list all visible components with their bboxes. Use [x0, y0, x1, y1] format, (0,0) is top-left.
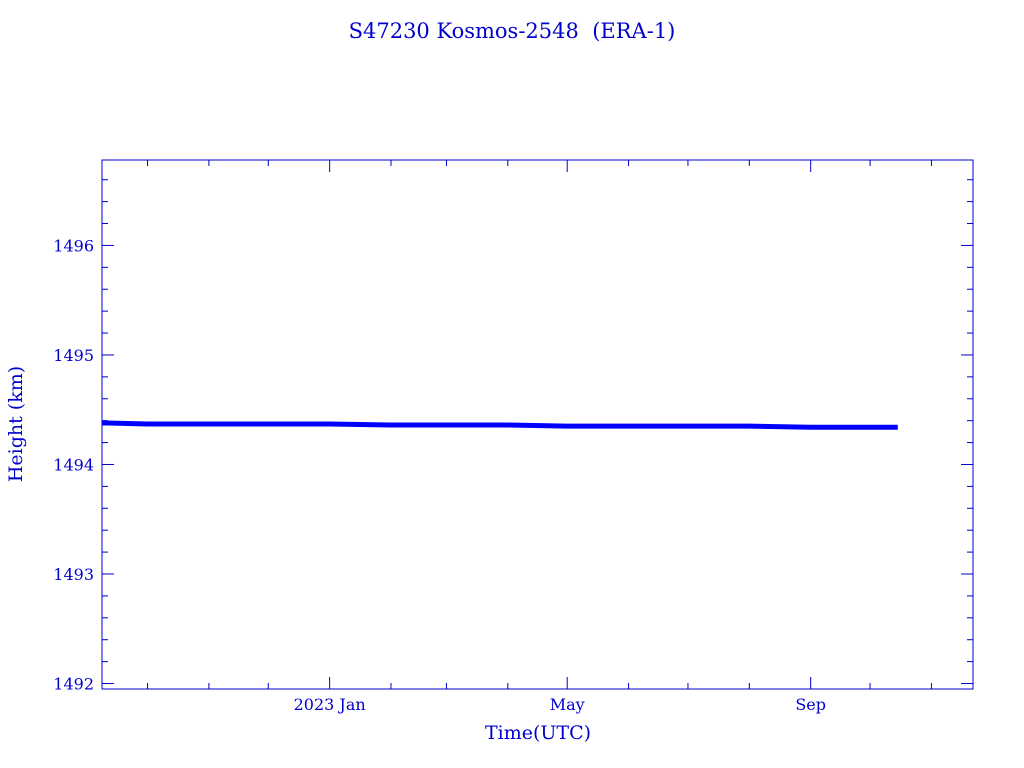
x-axis-label: Time(UTC) — [485, 722, 591, 744]
x-tick-label: Sep — [795, 695, 826, 714]
series — [101, 420, 898, 430]
y-axis-label: Height (km) — [5, 366, 27, 482]
x-tick-label: 2023 Jan — [294, 695, 366, 714]
y-tick-label: 1492 — [53, 675, 94, 694]
y-tick-label: 1495 — [53, 346, 94, 365]
y-tick-label: 1493 — [53, 565, 94, 584]
tick-labels: 1492 1493 1494 1495 1496 2023 Jan May Sep — [53, 236, 826, 714]
height-series-line — [101, 420, 898, 430]
y-tick-label: 1496 — [53, 236, 94, 255]
x-tick-label: May — [550, 695, 585, 714]
chart-title: S47230 Kosmos-2548 (ERA-1) — [349, 19, 676, 43]
y-tick-label: 1494 — [53, 455, 94, 474]
